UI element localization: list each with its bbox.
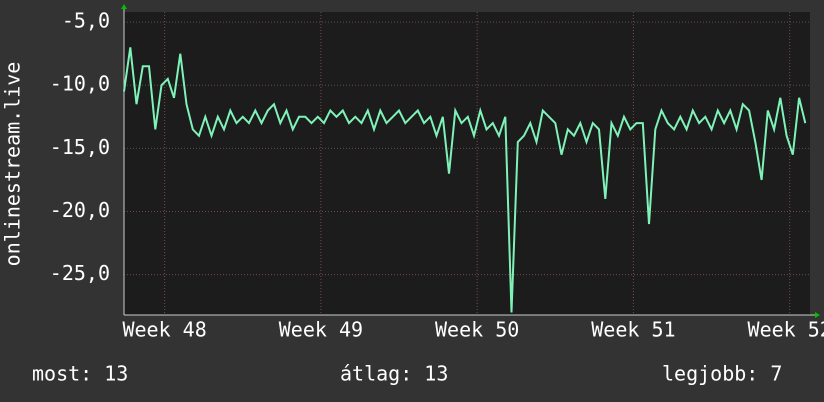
footer-current: most: 13: [32, 362, 128, 386]
footer-average: átlag: 13: [340, 362, 448, 386]
data-line: [123, 47, 807, 313]
y-tick-label: -15,0: [50, 135, 110, 159]
x-tick-label: Week 49: [279, 318, 363, 342]
y-tick-label: -5,0: [62, 9, 110, 33]
x-axis-arrow: [815, 312, 820, 318]
footer-best: legjobb: 7: [662, 362, 782, 386]
y-tick-label: -10,0: [50, 72, 110, 96]
x-tick-label: Week 50: [435, 318, 519, 342]
x-tick-label: Week 51: [591, 318, 675, 342]
y-tick-label: -25,0: [50, 261, 110, 285]
y-tick-label: -20,0: [50, 198, 110, 222]
x-tick-label: Week 48: [122, 318, 206, 342]
x-tick-label: Week 52: [748, 318, 824, 342]
plot-area: [124, 12, 810, 315]
y-axis-label: onlinestream.live: [1, 62, 25, 267]
y-axis-arrow: [121, 4, 127, 9]
